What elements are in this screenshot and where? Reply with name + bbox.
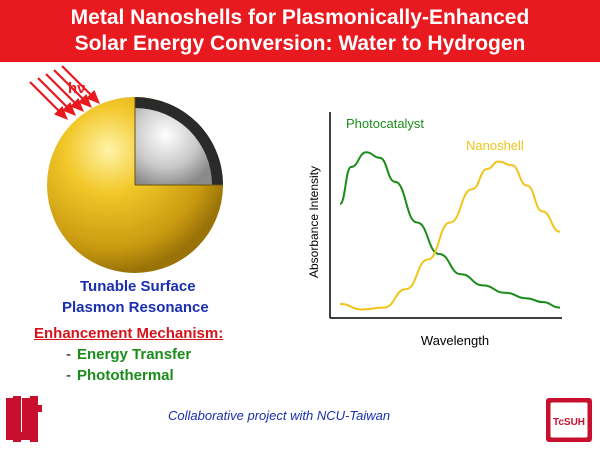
mechanism-item: - Photothermal: [66, 367, 174, 384]
core-sphere: [135, 108, 212, 185]
tcsuh-logo-text: TcSUH: [553, 417, 585, 428]
title-banner: Metal Nanoshells for Plasmonically-Enhan…: [0, 0, 600, 62]
y-axis-label: Absorbance Intensity: [307, 166, 321, 278]
caption-line-1: Tunable Surface: [80, 278, 196, 295]
title-line-1: Metal Nanoshells for Plasmonically-Enhan…: [70, 6, 530, 29]
series-line-photocatalyst: [339, 151, 561, 309]
mechanism-item-label: Photothermal: [77, 367, 174, 384]
light-arrows: [29, 65, 100, 120]
cut-edge: [134, 97, 223, 186]
bullet-dash: -: [66, 346, 71, 363]
bullet-dash: -: [66, 367, 71, 384]
collaboration-note: Collaborative project with NCU-Taiwan: [168, 408, 391, 423]
series-label-nanoshell: Nanoshell: [466, 138, 524, 153]
light-label: hν: [68, 80, 86, 97]
mechanism-item: - Energy Transfer: [66, 346, 191, 363]
title-line-2: Solar Energy Conversion: Water to Hydrog…: [74, 32, 526, 55]
x-axis-label: Wavelength: [421, 333, 489, 348]
mechanism-item-label: Energy Transfer: [77, 346, 192, 363]
caption-line-2: Plasmon Resonance: [62, 299, 209, 316]
mechanism-heading: Enhancement Mechanism:: [34, 325, 224, 342]
series-label-photocatalyst: Photocatalyst: [346, 116, 424, 131]
series-line-nanoshell: [339, 160, 561, 311]
